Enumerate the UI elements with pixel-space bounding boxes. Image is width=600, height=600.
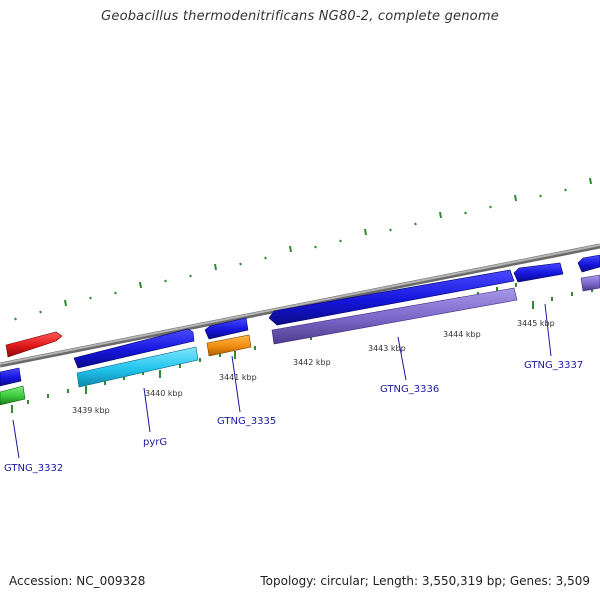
genes[interactable]	[0, 254, 600, 406]
gene-red-arrow[interactable]	[5, 331, 63, 358]
scale-label: 3445 kbp	[517, 319, 555, 328]
scale-label: 3442 kbp	[293, 358, 331, 367]
map-title: Geobacillus thermodenitrificans NG80-2, …	[101, 9, 499, 24]
gene-blue-arrow[interactable]	[73, 328, 195, 369]
scale-labels: 3439 kbp 3440 kbp 3441 kbp 3442 kbp 3443…	[72, 319, 555, 415]
gene-label-gtng3335[interactable]: GTNG_3335	[217, 416, 276, 427]
gene-gtng3337-arrow[interactable]	[580, 274, 600, 292]
scale-label: 3444 kbp	[443, 330, 481, 339]
gene-pyrg-arrow[interactable]	[76, 346, 199, 388]
scale-label: 3439 kbp	[72, 406, 110, 415]
scale-label: 3441 kbp	[219, 373, 257, 382]
lower-tick-row	[11, 283, 593, 413]
gene-blue-arrow[interactable]	[268, 269, 515, 326]
gene-blue-arrow[interactable]	[0, 367, 22, 387]
gene-gtng3336-arrow[interactable]	[271, 287, 518, 345]
gene-blue-arrow[interactable]	[204, 317, 249, 340]
gene-blue-arrow[interactable]	[577, 254, 600, 273]
gene-label-gtng3336[interactable]: GTNG_3336	[380, 384, 439, 395]
accession-label: Accession: NC_009328	[9, 574, 146, 588]
gene-label-gtng3332[interactable]: GTNG_3332	[4, 463, 63, 474]
gene-label-gtng3337[interactable]: GTNG_3337	[524, 360, 583, 371]
scale-label: 3440 kbp	[145, 389, 183, 398]
label-connectors	[12, 303, 552, 459]
gene-gtng3335-arrow[interactable]	[206, 334, 252, 357]
gene-green-arrow[interactable]	[0, 385, 26, 406]
genome-summary: Topology: circular; Length: 3,550,319 bp…	[260, 574, 590, 588]
gene-blue-arrow[interactable]	[513, 262, 564, 283]
gene-labels[interactable]: GTNG_3332 pyrG GTNG_3335 GTNG_3336 GTNG_…	[4, 360, 583, 474]
genome-backbone	[0, 243, 600, 368]
gene-label-pyrg[interactable]: pyrG	[143, 437, 167, 448]
scale-label: 3443 kbp	[368, 344, 406, 353]
upper-tick-row	[14, 177, 592, 321]
